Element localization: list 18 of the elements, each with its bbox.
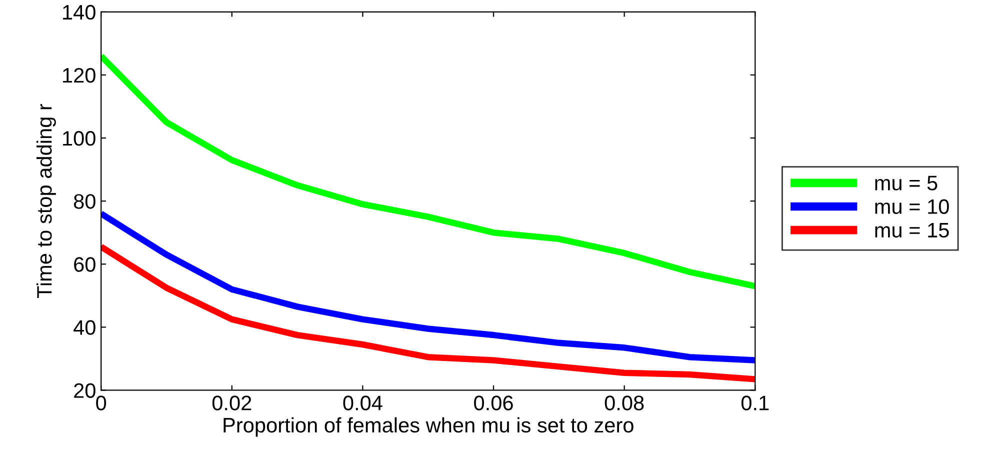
x-tick-label: 0.04	[343, 396, 382, 410]
x-tick-label: 0.08	[604, 396, 644, 410]
y-tick-label: 40	[74, 320, 96, 335]
x-tick-label: 0.1	[741, 396, 769, 410]
x-axis-title: Proportion of females when mu is set to zero	[224, 417, 634, 437]
x-tick-label: 0.02	[212, 396, 252, 410]
legend-label: mu = 10	[875, 199, 949, 214]
legend-label: mu = 15	[875, 223, 949, 238]
y-tick-label: 100	[63, 131, 96, 146]
y-tick-label: 80	[74, 194, 96, 209]
y-tick-label: 120	[63, 68, 96, 83]
x-tick-label: 0	[96, 396, 106, 410]
legend-label: mu = 5	[875, 176, 938, 190]
y-axis-title: Time to stop adding r	[36, 104, 56, 298]
y-tick-label: 140	[63, 4, 96, 20]
y-tick-label: 20	[74, 383, 96, 398]
x-tick-label: 0.06	[474, 396, 513, 410]
y-tick-label: 60	[74, 257, 96, 272]
